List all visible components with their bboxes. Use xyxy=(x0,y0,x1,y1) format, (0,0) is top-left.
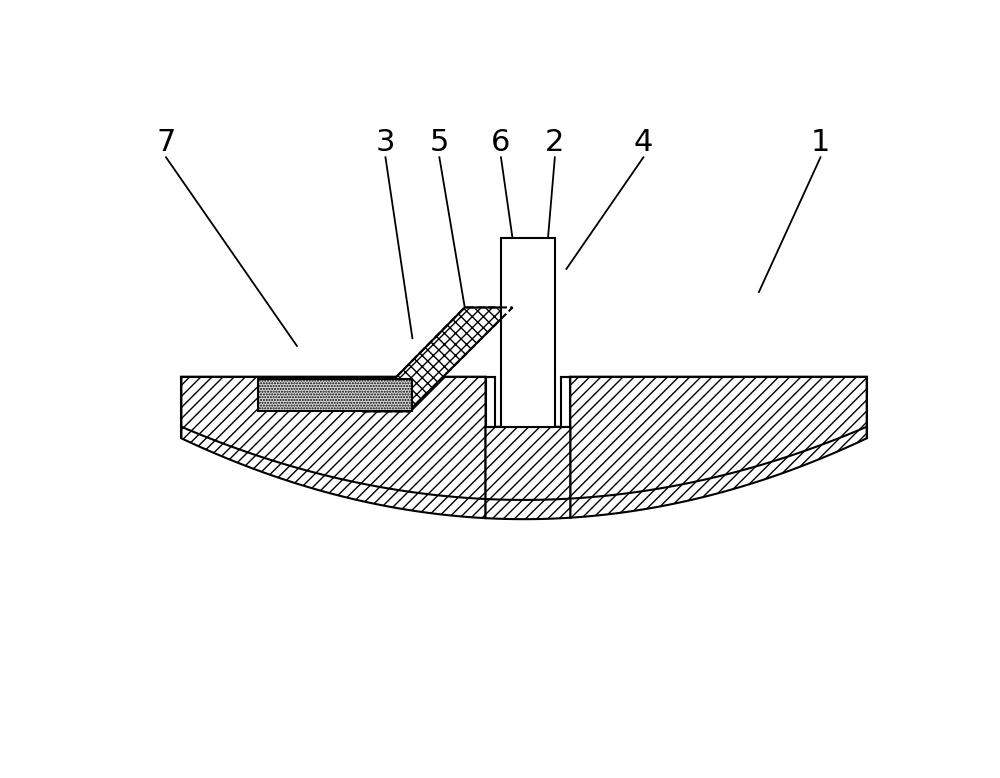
Bar xyxy=(486,377,495,427)
Text: 7: 7 xyxy=(156,128,176,157)
Text: 3: 3 xyxy=(376,128,395,157)
Bar xyxy=(501,238,555,427)
Polygon shape xyxy=(486,427,570,519)
Text: 6: 6 xyxy=(491,128,511,157)
Text: 1: 1 xyxy=(811,128,830,157)
Bar xyxy=(561,377,570,427)
Polygon shape xyxy=(362,307,512,412)
Bar xyxy=(258,379,412,412)
Text: 4: 4 xyxy=(634,128,653,157)
Polygon shape xyxy=(181,377,486,518)
Text: 5: 5 xyxy=(430,128,449,157)
Polygon shape xyxy=(570,377,867,517)
Text: 2: 2 xyxy=(545,128,565,157)
